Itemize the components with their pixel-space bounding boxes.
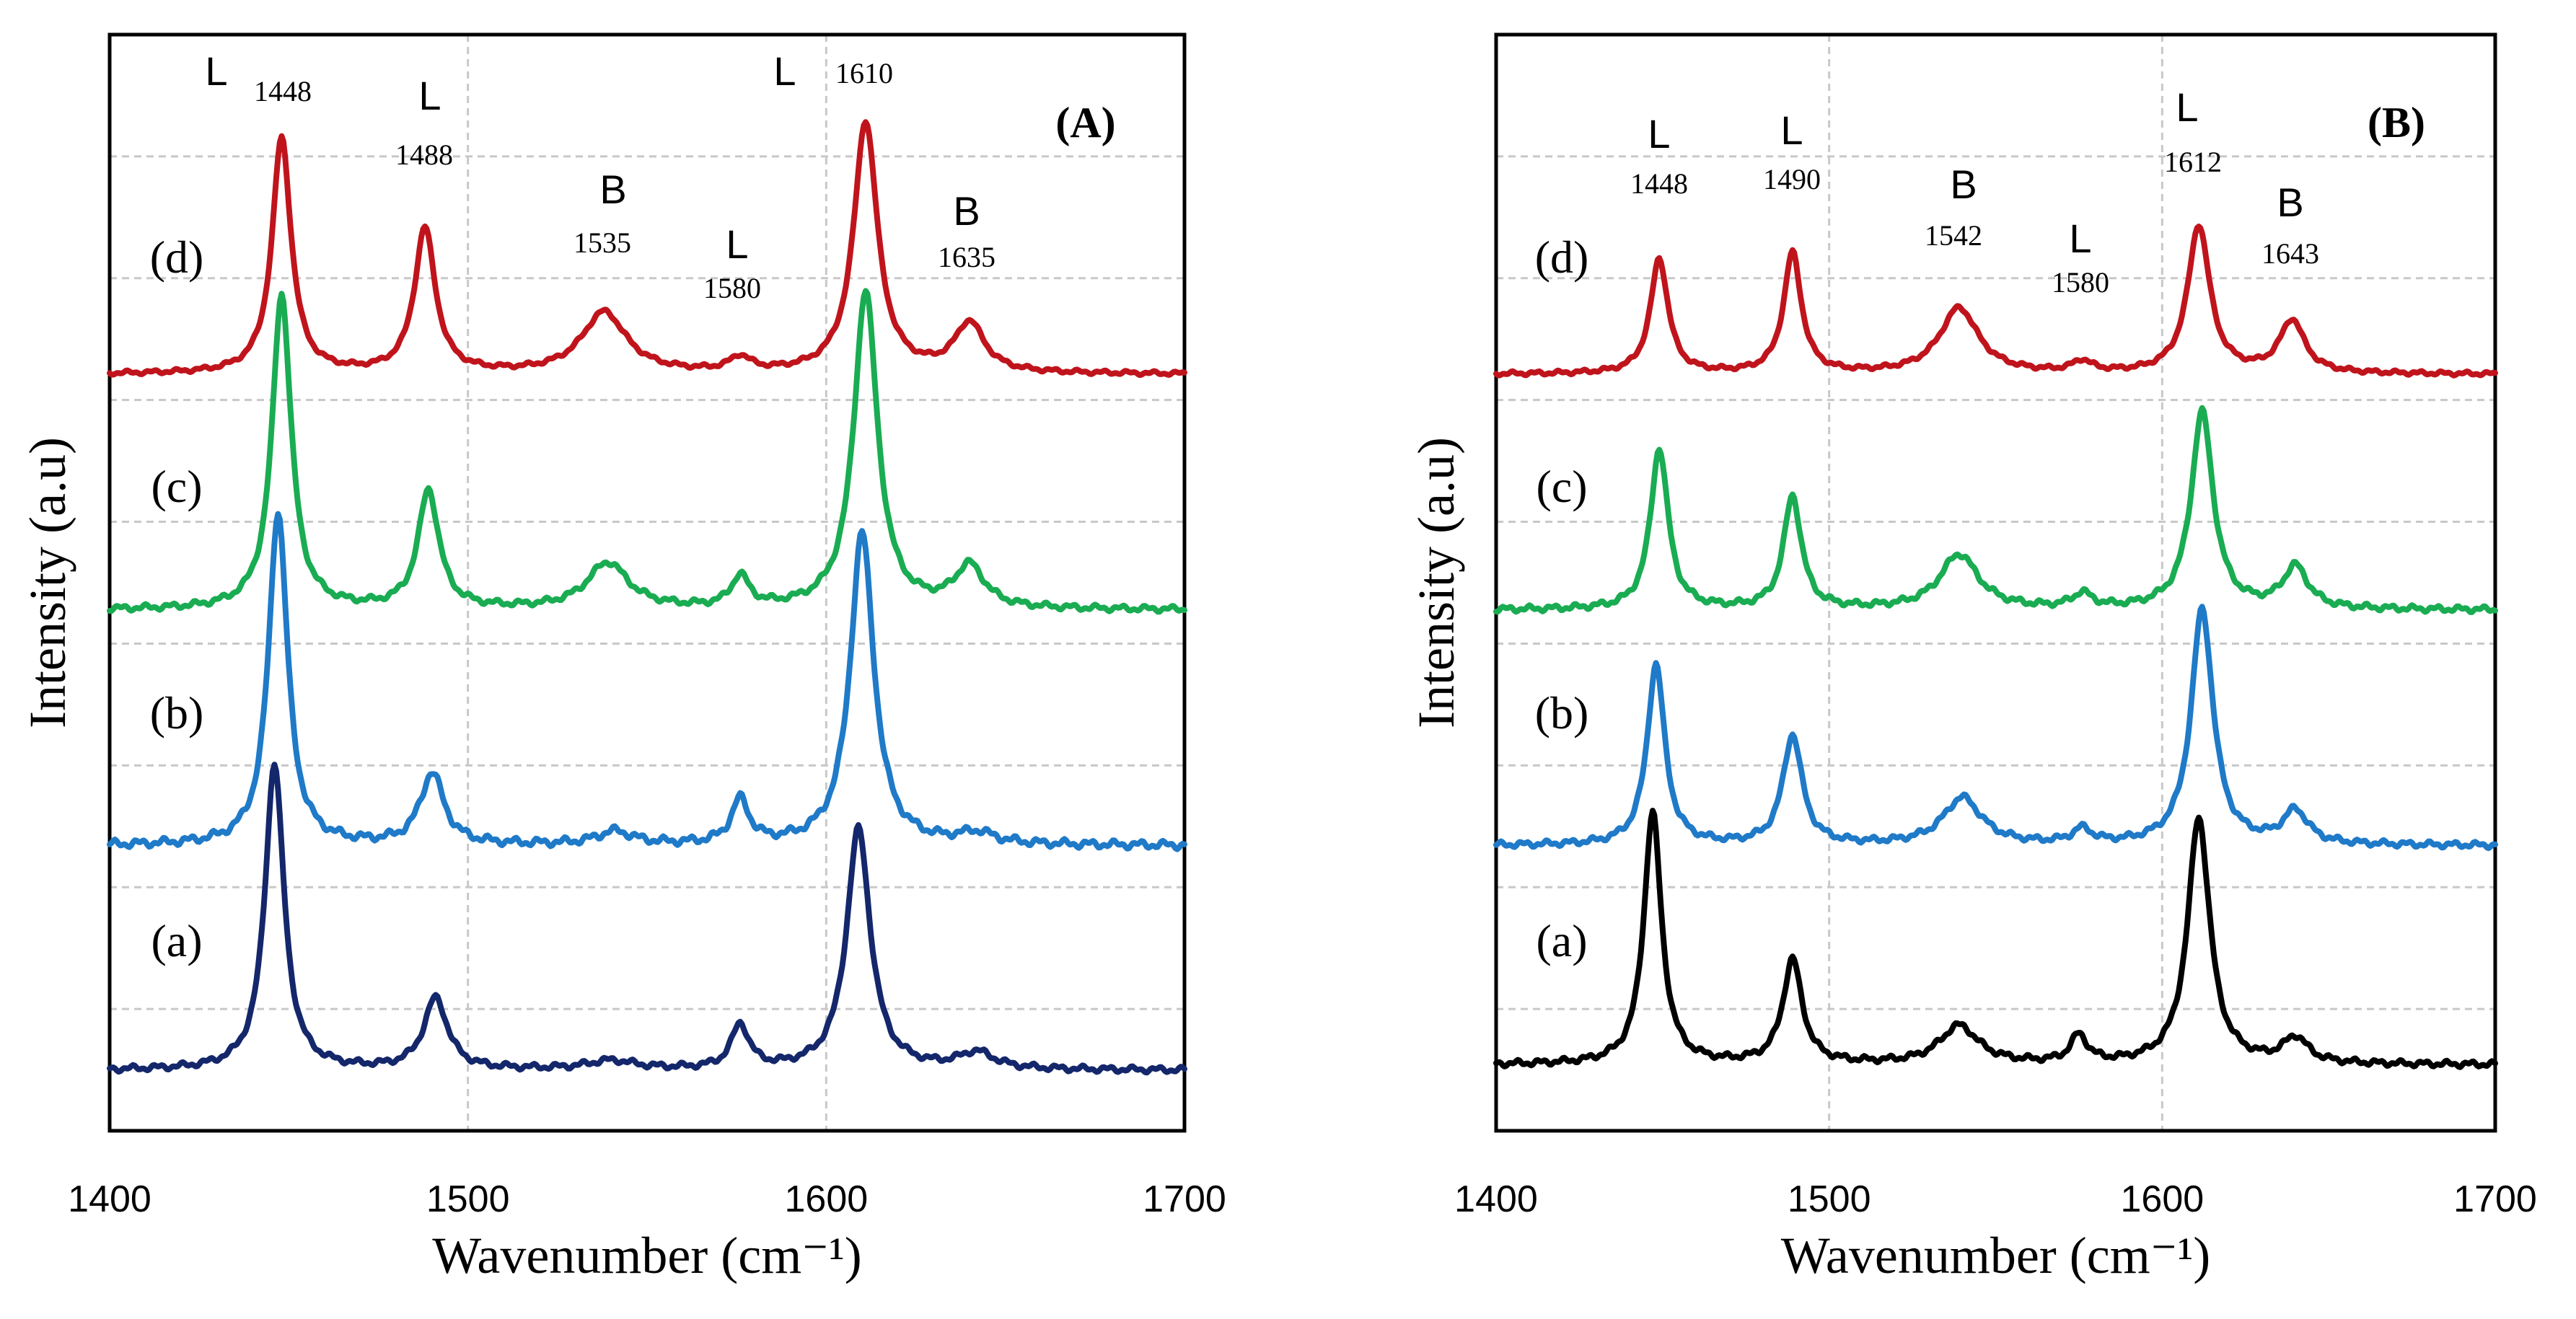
peak-assignment-letter: B	[1950, 162, 1977, 207]
plot-frame	[1494, 32, 2497, 1133]
spectrum-line-d	[107, 119, 1187, 379]
panels: 1400 1500 1600 1700 Wavenumber (cm⁻¹) Intensi…	[19, 32, 2537, 1284]
spectrum-line-c	[1493, 405, 2498, 615]
peak-assignment-letter: L	[1780, 107, 1803, 153]
peak-assignment-letter: L	[773, 48, 796, 94]
peak-wavenumber-label: 1542	[1925, 219, 1982, 252]
peak-wavenumber-label: 1612	[2164, 146, 2222, 178]
x-tick-label: 1400	[1454, 1178, 1538, 1220]
x-tick-label: 1600	[2120, 1178, 2204, 1220]
peak-annotations: L 1448 L 1490 B 1542 L 1580 L 1612 B 1643	[1630, 84, 2319, 299]
panel-label: (B)	[2368, 99, 2425, 146]
panel-b: 1400 1500 1600 1700 Wavenumber (cm⁻¹) Intensi…	[1407, 32, 2537, 1284]
peak-wavenumber-label: 1610	[835, 57, 893, 89]
series-label: (c)	[1536, 461, 1587, 512]
x-tick-label: 1400	[68, 1178, 151, 1220]
plot-frame	[107, 32, 1187, 1133]
peak-assignment-letter: B	[2277, 180, 2303, 225]
spectrum-line-b	[1493, 604, 2498, 852]
x-tick-label: 1500	[1788, 1178, 1871, 1220]
peak-assignment-letter: B	[953, 188, 980, 234]
peak-wavenumber-label: 1490	[1763, 163, 1821, 195]
spectrum-line-a	[1493, 808, 2498, 1070]
peak-assignment-letter: L	[418, 73, 441, 118]
x-axis-label: Wavenumber (cm⁻¹)	[432, 1227, 862, 1284]
peak-wavenumber-label: 1448	[254, 75, 312, 107]
series-label: (b)	[150, 687, 204, 738]
series-label: (d)	[1535, 231, 1589, 283]
x-tick-label: 1500	[426, 1178, 510, 1220]
spectra	[107, 119, 1187, 1076]
peak-assignment-letter: L	[2176, 84, 2198, 130]
peak-wavenumber-label: 1580	[703, 272, 761, 304]
spectrum-line-b	[107, 511, 1187, 852]
panel-label: (A)	[1055, 99, 1115, 146]
grid	[110, 35, 1184, 1131]
spectra	[1493, 224, 2498, 1070]
peak-assignment-letter: L	[2069, 216, 2091, 261]
panel-a: 1400 1500 1600 1700 Wavenumber (cm⁻¹) Intensi…	[19, 32, 1226, 1284]
series-label: (b)	[1535, 687, 1589, 738]
spectrum-line-d	[1493, 224, 2498, 379]
peak-wavenumber-label: 1448	[1630, 167, 1688, 200]
peak-assignment-letter: L	[726, 221, 748, 267]
spectrum-line-c	[107, 288, 1187, 615]
y-axis-label: Intensity (a.u)	[19, 437, 76, 728]
series-label: (a)	[151, 915, 202, 966]
x-tick-label: 1700	[1143, 1178, 1226, 1220]
peak-wavenumber-label: 1488	[395, 138, 453, 171]
peak-wavenumber-label: 1635	[938, 241, 995, 273]
peak-wavenumber-label: 1643	[2261, 237, 2319, 270]
peak-wavenumber-label: 1580	[2052, 266, 2109, 299]
y-axis-label: Intensity (a.u)	[1407, 437, 1465, 728]
peak-assignment-letter: L	[205, 48, 227, 94]
peak-annotations: L 1448 L 1488 B 1535 L 1580 L 1610 B 1635	[205, 48, 995, 304]
series-label: (d)	[150, 231, 204, 283]
spectrum-line-a	[107, 762, 1187, 1076]
x-tick-label: 1600	[784, 1178, 868, 1220]
x-axis-label: Wavenumber (cm⁻¹)	[1781, 1227, 2211, 1284]
peak-assignment-letter: B	[599, 167, 626, 212]
series-label: (a)	[1536, 915, 1587, 966]
peak-assignment-letter: L	[1648, 111, 1670, 156]
series-label: (c)	[151, 461, 202, 512]
x-tick-label: 1700	[2453, 1178, 2537, 1220]
peak-wavenumber-label: 1535	[573, 226, 631, 259]
